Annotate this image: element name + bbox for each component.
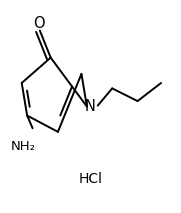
Text: HCl: HCl [79, 172, 102, 186]
Text: N: N [85, 99, 96, 114]
Text: O: O [33, 16, 45, 31]
Text: NH₂: NH₂ [11, 140, 36, 153]
